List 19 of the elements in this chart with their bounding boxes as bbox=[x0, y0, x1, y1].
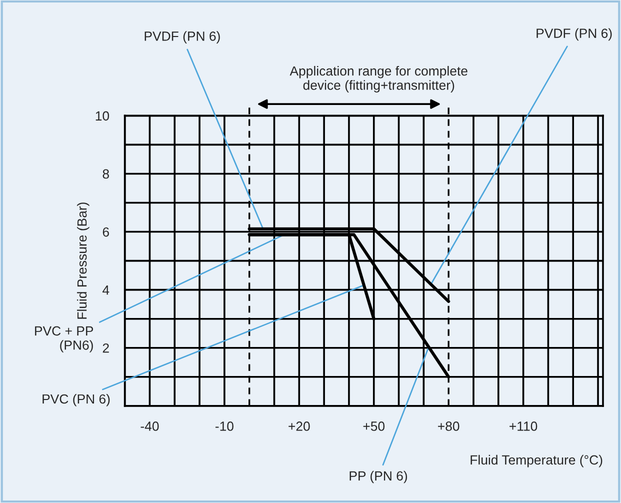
x-tick-label: +50 bbox=[363, 422, 385, 431]
y-tick-label: 8 bbox=[102, 169, 109, 179]
annotation: PVDF (PN 6) bbox=[536, 28, 612, 41]
x-tick-label: +110 bbox=[510, 422, 538, 431]
x-tick-label: -40 bbox=[140, 422, 159, 431]
x-tick-label: -10 bbox=[215, 422, 234, 431]
y-tick-label: 10 bbox=[96, 111, 110, 121]
x-tick-label: +20 bbox=[288, 422, 310, 431]
x-axis-title: Fluid Temperature (°C) bbox=[470, 454, 602, 468]
text: Application range for complete device (fitting+transmitter) bbox=[290, 66, 468, 92]
y-tick-label: 4 bbox=[102, 286, 110, 295]
y-tick-label: 2 bbox=[102, 343, 109, 353]
text: PVDF (PN 6) bbox=[144, 31, 220, 44]
text: PP (PN 6) bbox=[350, 470, 408, 484]
annotation: PVC + PP (PN6) bbox=[35, 326, 94, 352]
text: PVC (PN 6) bbox=[42, 394, 110, 406]
y-axis-title: Fluid Pressure (Bar) bbox=[77, 202, 90, 319]
y-tick-label: 6 bbox=[102, 227, 109, 237]
x-tick-label: +80 bbox=[438, 422, 460, 431]
